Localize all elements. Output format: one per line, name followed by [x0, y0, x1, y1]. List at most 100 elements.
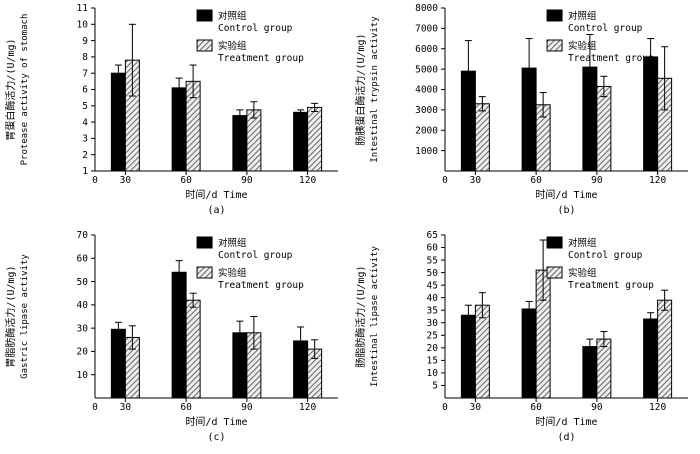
legend-swatch-control	[546, 9, 563, 22]
bar-treatment-120	[657, 299, 673, 399]
error-bar	[661, 46, 669, 111]
y-axis-label-en: Protease activity of stomach	[20, 14, 30, 166]
x-tick-label: 90	[241, 402, 253, 413]
subplot-label: (d)	[557, 432, 575, 443]
x-tick-label: 30	[470, 402, 482, 413]
error-bar	[464, 40, 472, 103]
error-bar	[525, 38, 533, 99]
y-tick-label: 11	[77, 3, 89, 14]
y-tick-label: 3	[82, 134, 88, 145]
legend-swatch-control	[196, 9, 213, 22]
bar-control-60	[521, 308, 537, 399]
y-tick-label: 4000	[415, 85, 438, 96]
error-bar	[311, 102, 319, 113]
y-tick-label: 5000	[415, 64, 438, 75]
error-bar	[250, 101, 258, 119]
legend-label-cn: 对照组	[568, 237, 597, 249]
error-bar	[128, 325, 136, 350]
y-tick-label: 30	[77, 323, 89, 334]
bar-control-30	[110, 328, 126, 399]
bar-control-30	[460, 314, 476, 399]
error-bar	[114, 321, 122, 337]
error-bar	[600, 331, 608, 348]
legend-label-en: Treatment group	[218, 53, 304, 64]
x-tick-label: 120	[649, 402, 666, 413]
y-tick-label: 7000	[415, 24, 438, 35]
legend-label-en: Treatment group	[218, 280, 304, 291]
y-axis-label-cn: 肠胰蛋白酶活力/(U/mg)	[354, 33, 367, 145]
y-tick-label: 4	[82, 117, 88, 128]
legend-label-cn: 对照组	[568, 10, 597, 22]
y-tick-label: 70	[77, 230, 89, 241]
bar-treatment-30	[474, 304, 490, 399]
y-tick-label: 35	[427, 305, 438, 316]
legend-label-en: Control group	[568, 23, 643, 34]
y-tick-label: 25	[427, 331, 438, 342]
legend-label-en: Control group	[568, 250, 643, 261]
error-bar	[539, 92, 547, 118]
y-tick-label: 2000	[415, 125, 438, 136]
y-tick-label: 40	[427, 293, 439, 304]
chart-c-svg: 10 20 30 40 50 60 70 0 30 60 90 120 胃脂肪酶活力/(U/mg) Gas…	[4, 230, 338, 443]
error-bar	[478, 96, 486, 112]
y-tick-label: 5	[432, 381, 438, 392]
chart-d-intestinal-lipase: 5 10 15 20 25 30 35 40 45 50 55 60 65 0 30 60 90 120 肠脂肪酶活…	[350, 227, 700, 454]
legend-swatch-treatment	[546, 266, 563, 279]
x-tick-label: 30	[120, 402, 132, 413]
y-tick-label: 6	[82, 85, 88, 96]
y-tick-label: 9	[82, 36, 88, 47]
error-bar	[114, 64, 122, 82]
x-axis-label: 时间/d Time	[185, 188, 247, 201]
error-bar	[478, 292, 486, 319]
bar-treatment-60	[185, 299, 201, 399]
y-tick-label: 20	[77, 347, 89, 358]
x-axis-label: 时间/d Time	[185, 415, 247, 428]
legend-label-en: Treatment group	[568, 280, 654, 291]
legend-swatch-control	[546, 236, 563, 249]
error-bar	[647, 38, 655, 76]
y-tick-label: 8	[82, 52, 88, 63]
error-bar	[128, 23, 136, 97]
error-bar	[175, 77, 183, 99]
y-axis-label-cn: 胃蛋白酶活力/(U/mg)	[4, 38, 17, 140]
y-tick-label: 55	[427, 255, 438, 266]
legend-swatch-treatment	[546, 39, 563, 52]
y-axis-label-en: Intestinal trypsin activity	[370, 16, 380, 163]
y-tick-label: 65	[427, 230, 438, 241]
y-axis-label-cn: 肠脂肪酶活力/(U/mg)	[354, 265, 367, 367]
error-bar	[661, 289, 669, 311]
chart-b-svg: 1000 2000 3000 4000 5000 6000 7000 8000 0 30 60 90 1…	[354, 3, 688, 216]
x-tick-label: 60	[180, 402, 192, 413]
y-axis-label-cn: 胃脂肪酶活力/(U/mg)	[4, 265, 17, 367]
x-tick-label: 90	[591, 402, 603, 413]
y-axis-label-en: Gastric lipase activity	[20, 254, 30, 379]
y-tick-label: 6000	[415, 44, 438, 55]
y-tick-label: 7	[82, 68, 88, 79]
bar-control-120	[293, 111, 309, 172]
legend-label-cn: 对照组	[218, 237, 247, 249]
error-bar	[647, 312, 655, 326]
y-tick-label: 15	[427, 356, 438, 367]
subplot-label: (a)	[207, 205, 225, 216]
x-axis-label: 时间/d Time	[535, 415, 597, 428]
error-bar	[236, 109, 244, 122]
legend-label-cn: 实验组	[568, 267, 597, 279]
chart-c-gastric-lipase: 10 20 30 40 50 60 70 0 30 60 90 120 胃脂肪酶活力/(U/mg) Gas…	[0, 227, 350, 454]
subplot-label: (b)	[557, 205, 575, 216]
legend-label-cn: 实验组	[218, 40, 247, 52]
legend-label-en: Treatment group	[568, 53, 654, 64]
y-tick-label: 1000	[415, 146, 438, 157]
legend-swatch-control	[196, 236, 213, 249]
origin-label: 0	[442, 175, 448, 186]
chart-b-intestinal-trypsin: 1000 2000 3000 4000 5000 6000 7000 8000 0 30 60 90 1…	[350, 0, 700, 227]
error-bar	[189, 64, 197, 99]
error-bar	[297, 326, 305, 356]
chart-a-svg: 1 2 3 4 5 6 7 8 9 10 11 0 30 60 90 120 胃蛋白酶活力/(U/mg) Prot…	[4, 3, 338, 216]
y-tick-label: 20	[427, 343, 439, 354]
subplot-label: (c)	[207, 432, 225, 443]
y-axis-label-en: Intestinal lipase activity	[370, 245, 380, 386]
y-tick-label: 50	[427, 268, 439, 279]
